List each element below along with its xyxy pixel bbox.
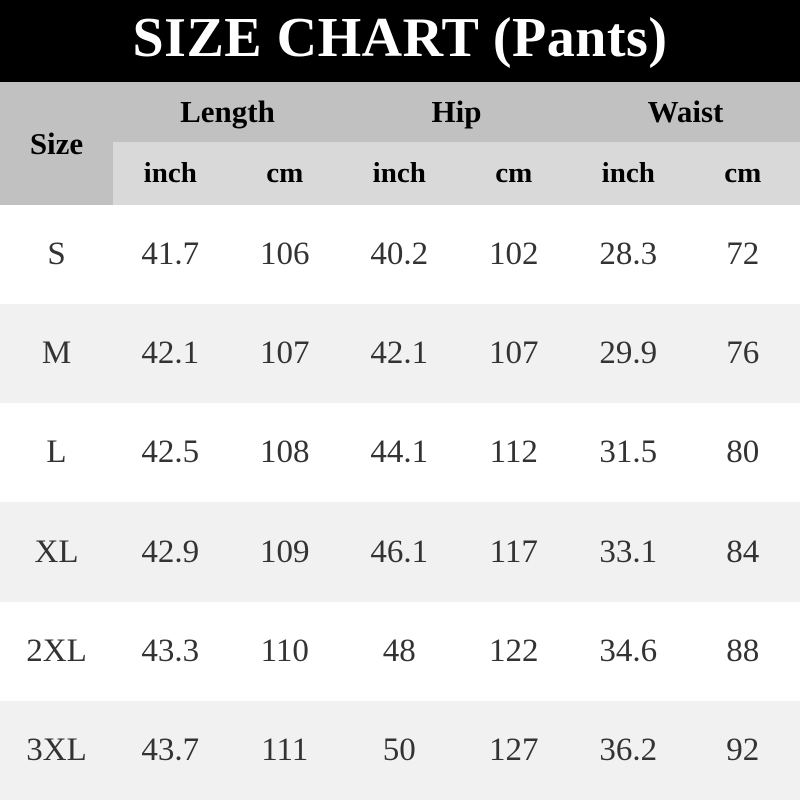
value-cell: 84 xyxy=(685,502,800,602)
page-title: SIZE CHART (Pants) xyxy=(132,7,668,69)
size-cell: 3XL xyxy=(0,700,113,800)
value-cell: 44.1 xyxy=(342,403,457,503)
value-cell: 31.5 xyxy=(571,403,686,503)
value-cell: 122 xyxy=(456,601,571,701)
hip-inch-header: inch xyxy=(342,142,457,205)
value-cell: 42.9 xyxy=(113,502,228,602)
size-cell: 2XL xyxy=(0,601,113,701)
length-cm-header: cm xyxy=(227,142,342,205)
value-cell: 76 xyxy=(685,304,800,404)
value-cell: 43.3 xyxy=(113,601,228,701)
value-cell: 106 xyxy=(227,205,342,305)
length-inch-header: inch xyxy=(113,142,228,205)
value-cell: 28.3 xyxy=(571,205,686,305)
value-cell: 50 xyxy=(342,700,457,800)
value-cell: 41.7 xyxy=(113,205,228,305)
size-chart-table: Size Length Hip Waist inch cm inch cm in… xyxy=(0,82,800,800)
size-cell: M xyxy=(0,304,113,404)
value-cell: 42.1 xyxy=(342,304,457,404)
size-cell: L xyxy=(0,403,113,503)
value-cell: 109 xyxy=(227,502,342,602)
value-cell: 29.9 xyxy=(571,304,686,404)
value-cell: 72 xyxy=(685,205,800,305)
size-cell: XL xyxy=(0,502,113,602)
value-cell: 102 xyxy=(456,205,571,305)
size-cell: S xyxy=(0,205,113,305)
waist-cm-header: cm xyxy=(685,142,800,205)
value-cell: 33.1 xyxy=(571,502,686,602)
hip-cm-header: cm xyxy=(456,142,571,205)
waist-inch-header: inch xyxy=(571,142,686,205)
value-cell: 46.1 xyxy=(342,502,457,602)
value-cell: 43.7 xyxy=(113,700,228,800)
length-group-header: Length xyxy=(113,82,342,142)
waist-group-header: Waist xyxy=(571,82,800,142)
hip-group-header: Hip xyxy=(342,82,571,142)
value-cell: 92 xyxy=(685,700,800,800)
value-cell: 34.6 xyxy=(571,601,686,701)
title-bar: SIZE CHART (Pants) xyxy=(0,0,800,82)
value-cell: 48 xyxy=(342,601,457,701)
value-cell: 42.1 xyxy=(113,304,228,404)
value-cell: 127 xyxy=(456,700,571,800)
value-cell: 110 xyxy=(227,601,342,701)
value-cell: 108 xyxy=(227,403,342,503)
value-cell: 42.5 xyxy=(113,403,228,503)
value-cell: 107 xyxy=(456,304,571,404)
value-cell: 88 xyxy=(685,601,800,701)
value-cell: 40.2 xyxy=(342,205,457,305)
value-cell: 107 xyxy=(227,304,342,404)
value-cell: 111 xyxy=(227,700,342,800)
value-cell: 36.2 xyxy=(571,700,686,800)
size-column-header: Size xyxy=(0,82,113,205)
value-cell: 112 xyxy=(456,403,571,503)
value-cell: 80 xyxy=(685,403,800,503)
value-cell: 117 xyxy=(456,502,571,602)
